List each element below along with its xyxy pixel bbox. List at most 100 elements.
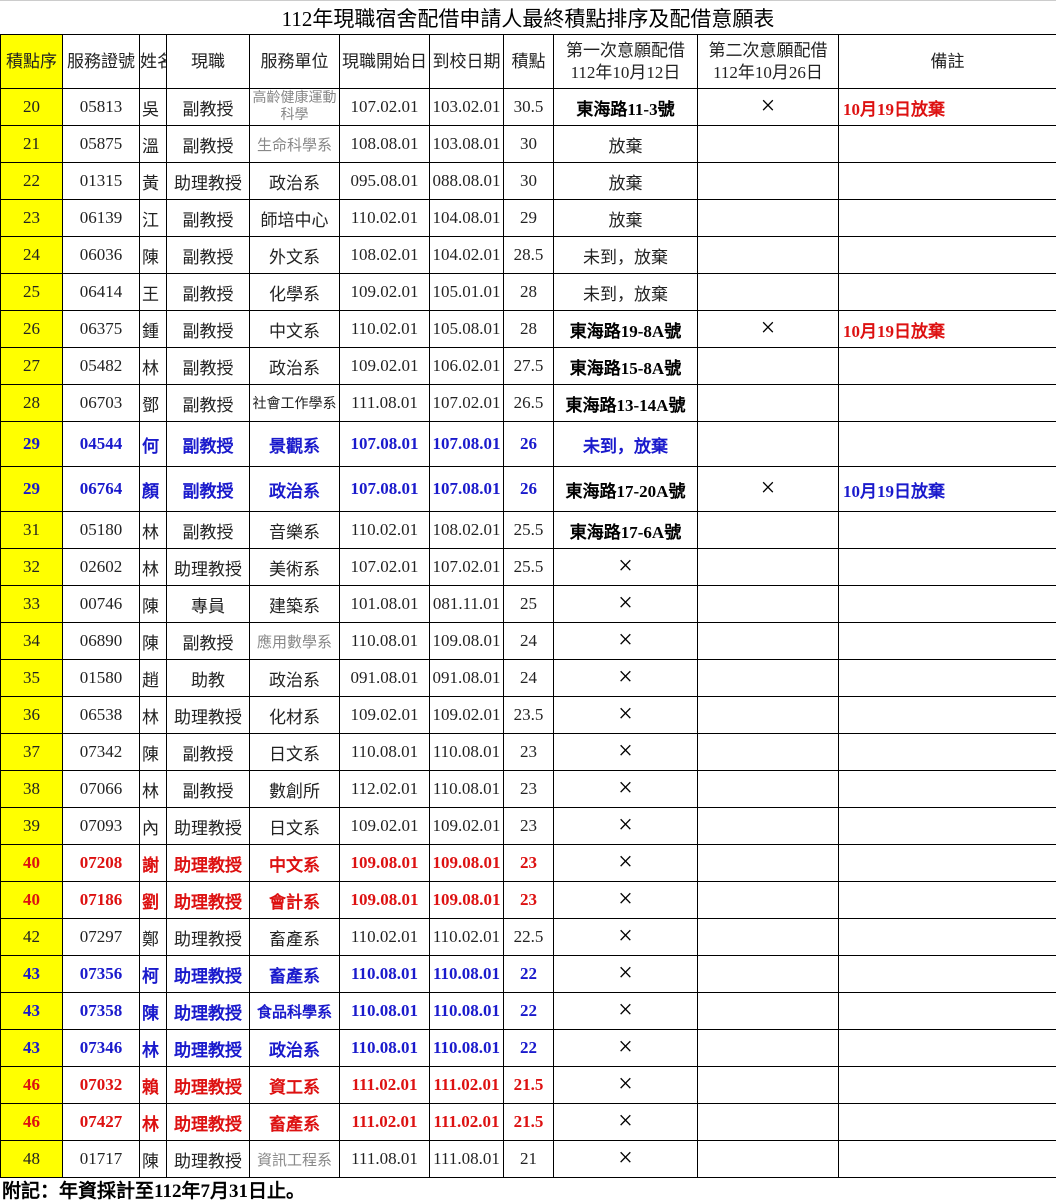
cell-points[interactable]: 27.5	[503, 347, 554, 385]
cell-name[interactable]: 溫	[139, 125, 167, 163]
table-row[interactable]: 43 07346 林助理教授 政治系 110.08.01 110.08.01 22 ×	[0, 1029, 1056, 1067]
cell-seq[interactable]: 36	[0, 696, 63, 734]
cell-id[interactable]: 07356	[62, 955, 140, 993]
cell-start[interactable]: 107.02.01	[339, 548, 430, 586]
cell-name[interactable]: 林	[139, 347, 167, 385]
cell-name[interactable]: 江	[139, 199, 167, 237]
cell-start[interactable]: 109.02.01	[339, 273, 430, 311]
cell-note[interactable]	[838, 918, 1056, 956]
cell-name[interactable]: 陳	[139, 585, 167, 623]
cell-start[interactable]: 109.08.01	[339, 881, 430, 919]
cell-arrive[interactable]: 103.02.01	[429, 88, 504, 126]
cell-unit[interactable]: 景觀系	[249, 421, 340, 467]
cell-seq[interactable]: 46	[0, 1103, 63, 1141]
cell-points[interactable]: 22	[503, 955, 554, 993]
cell-first[interactable]: 東海路17-20A號	[553, 466, 698, 512]
cell-start[interactable]: 101.08.01	[339, 585, 430, 623]
cell-seq[interactable]: 28	[0, 384, 63, 422]
table-row[interactable]: 20 05813 吳副教授 高齡健康運動科學 107.02.01 103.02.01 30.…	[0, 88, 1056, 126]
cell-seq[interactable]: 35	[0, 659, 63, 697]
cell-title[interactable]: 助理教授	[166, 807, 250, 845]
cell-points[interactable]: 22	[503, 1029, 554, 1067]
cell-points[interactable]: 25.5	[503, 548, 554, 586]
cell-seq[interactable]: 20	[0, 88, 63, 126]
cell-unit[interactable]: 外文系	[249, 236, 340, 274]
cell-title[interactable]: 助理教授	[166, 881, 250, 919]
cell-second[interactable]	[697, 659, 839, 697]
table-row[interactable]: 32 02602 林助理教授 美術系 107.02.01 107.02.01 25.5 ×	[0, 548, 1056, 586]
cell-name[interactable]: 顏	[139, 466, 167, 512]
cell-id[interactable]: 07186	[62, 881, 140, 919]
cell-seq[interactable]: 43	[0, 1029, 63, 1067]
cell-start[interactable]: 110.08.01	[339, 622, 430, 660]
cell-start[interactable]: 110.02.01	[339, 918, 430, 956]
table-row[interactable]: 36 06538 林助理教授 化材系 109.02.01 109.02.01 23.5 ×	[0, 696, 1056, 734]
cell-name[interactable]: 陳	[139, 622, 167, 660]
cell-id[interactable]: 07346	[62, 1029, 140, 1067]
cell-first[interactable]: ×	[553, 1140, 698, 1178]
cell-name[interactable]: 陳	[139, 1140, 167, 1178]
cell-arrive[interactable]: 111.02.01	[429, 1103, 504, 1141]
cell-arrive[interactable]: 107.08.01	[429, 466, 504, 512]
table-row[interactable]: 27 05482 林副教授 政治系 109.02.01 106.02.01 27.5 東海路1…	[0, 347, 1056, 385]
cell-note[interactable]	[838, 770, 1056, 808]
cell-first[interactable]: 未到，放棄	[553, 236, 698, 274]
cell-note[interactable]: 10月19日放棄	[838, 310, 1056, 348]
cell-second[interactable]	[697, 199, 839, 237]
cell-name[interactable]: 鄭	[139, 918, 167, 956]
cell-unit[interactable]: 日文系	[249, 807, 340, 845]
cell-name[interactable]: 何	[139, 421, 167, 467]
cell-second[interactable]	[697, 918, 839, 956]
cell-start[interactable]: 108.08.01	[339, 125, 430, 163]
cell-second[interactable]	[697, 1066, 839, 1104]
cell-unit[interactable]: 政治系	[249, 347, 340, 385]
cell-start[interactable]: 111.02.01	[339, 1103, 430, 1141]
cell-second[interactable]	[697, 125, 839, 163]
cell-start[interactable]: 110.02.01	[339, 199, 430, 237]
cell-first[interactable]: ×	[553, 1103, 698, 1141]
cell-name[interactable]: 柯	[139, 955, 167, 993]
cell-first[interactable]: ×	[553, 696, 698, 734]
cell-note[interactable]	[838, 421, 1056, 467]
cell-arrive[interactable]: 108.02.01	[429, 511, 504, 549]
cell-note[interactable]	[838, 622, 1056, 660]
cell-arrive[interactable]: 103.08.01	[429, 125, 504, 163]
cell-arrive[interactable]: 110.08.01	[429, 955, 504, 993]
cell-arrive[interactable]: 107.02.01	[429, 384, 504, 422]
cell-id[interactable]: 04544	[62, 421, 140, 467]
cell-arrive[interactable]: 111.08.01	[429, 1140, 504, 1178]
cell-unit[interactable]: 音樂系	[249, 511, 340, 549]
cell-start[interactable]: 110.08.01	[339, 733, 430, 771]
cell-seq[interactable]: 34	[0, 622, 63, 660]
table-row[interactable]: 40 07186 劉助理教授 會計系 109.08.01 109.08.01 23 ×	[0, 881, 1056, 919]
cell-note[interactable]	[838, 844, 1056, 882]
cell-id[interactable]: 06375	[62, 310, 140, 348]
cell-unit[interactable]: 資工系	[249, 1066, 340, 1104]
cell-first[interactable]: ×	[553, 622, 698, 660]
cell-points[interactable]: 24	[503, 659, 554, 697]
cell-arrive[interactable]: 111.02.01	[429, 1066, 504, 1104]
cell-second[interactable]	[697, 273, 839, 311]
table-row[interactable]: 29 04544 何副教授 景觀系 107.08.01 107.08.01 26 未到，放棄	[0, 421, 1056, 467]
cell-note[interactable]	[838, 881, 1056, 919]
cell-name[interactable]: 賴	[139, 1066, 167, 1104]
cell-unit[interactable]: 政治系	[249, 162, 340, 200]
cell-second[interactable]	[697, 807, 839, 845]
cell-seq[interactable]: 23	[0, 199, 63, 237]
cell-id[interactable]: 06538	[62, 696, 140, 734]
cell-first[interactable]: ×	[553, 1029, 698, 1067]
cell-unit[interactable]: 高齡健康運動科學	[249, 88, 340, 126]
cell-points[interactable]: 28.5	[503, 236, 554, 274]
cell-name[interactable]: 鍾	[139, 310, 167, 348]
cell-note[interactable]	[838, 585, 1056, 623]
cell-unit[interactable]: 日文系	[249, 733, 340, 771]
cell-title[interactable]: 助理教授	[166, 1103, 250, 1141]
cell-first[interactable]: 東海路11-3號	[553, 88, 698, 126]
table-row[interactable]: 42 07297 鄭助理教授 畜產系 110.02.01 110.02.01 22.5 ×	[0, 918, 1056, 956]
table-row[interactable]: 33 00746 陳專員 建築系 101.08.01 081.11.01 25 ×	[0, 585, 1056, 623]
cell-second[interactable]: ×	[697, 310, 839, 348]
cell-arrive[interactable]: 110.08.01	[429, 770, 504, 808]
cell-title[interactable]: 副教授	[166, 347, 250, 385]
table-row[interactable]: 43 07358 陳助理教授 食品科學系 110.08.01 110.08.01 22 ×	[0, 992, 1056, 1030]
cell-points[interactable]: 23	[503, 844, 554, 882]
